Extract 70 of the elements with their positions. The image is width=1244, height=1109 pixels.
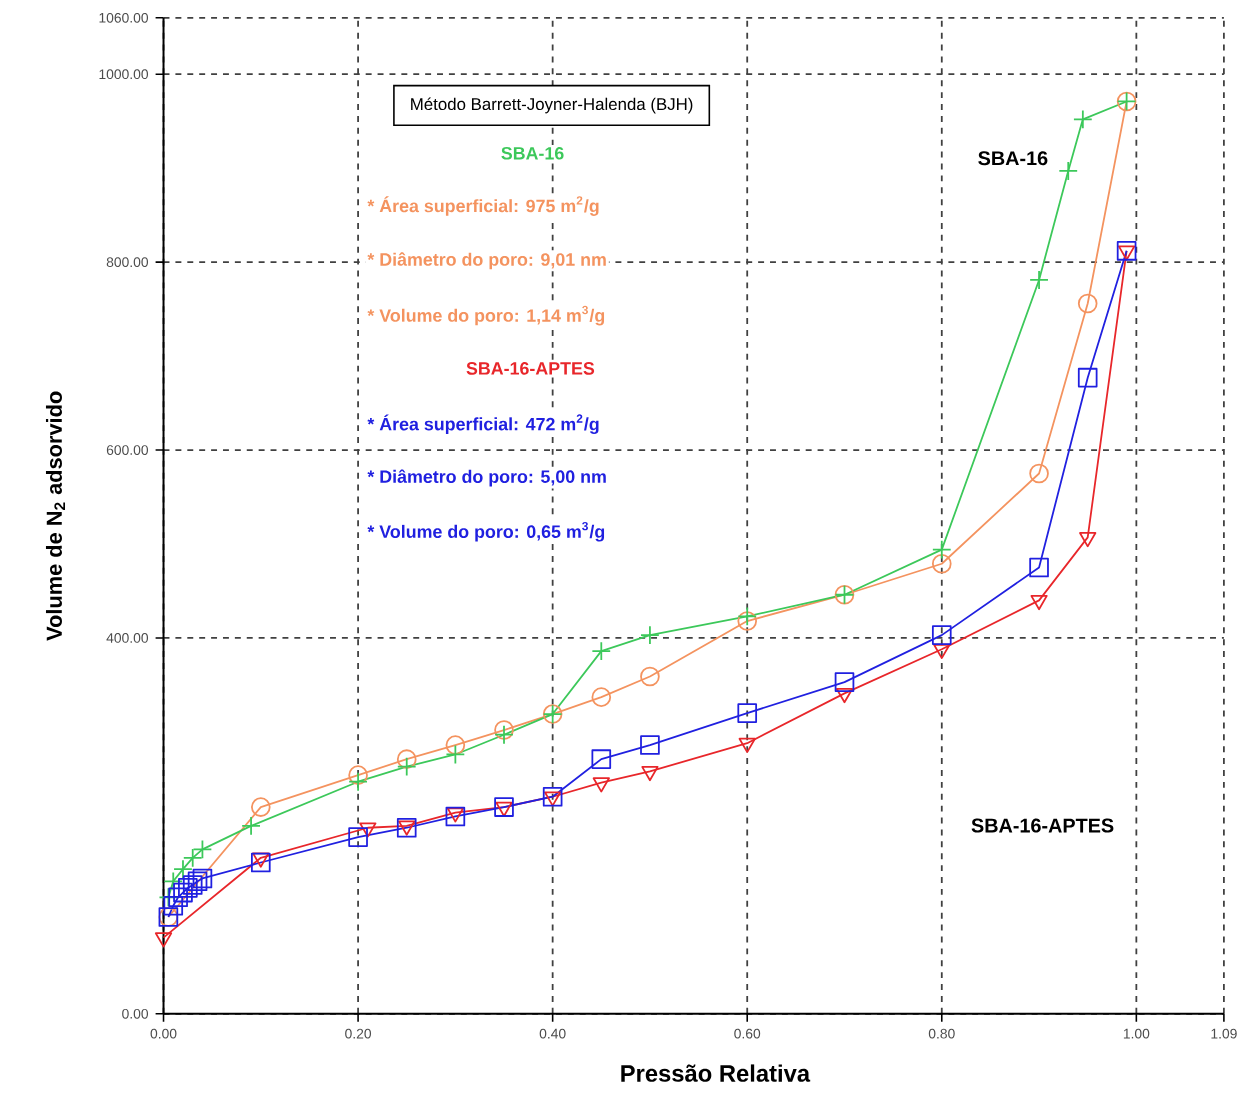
point [494,720,514,740]
x-tick-label: 0.40 [539,1028,566,1039]
point [187,871,208,892]
x-tick-label: 0.80 [928,1028,955,1039]
point [192,868,213,889]
annotation: * Diâmetro do poro: 5,00 nm [367,469,606,487]
y-axis-title: Volume de N$_{2}$ adsorvido [45,391,66,641]
point [1077,293,1098,314]
point [163,871,184,892]
point [396,756,417,777]
annotation: SBA-16 [978,151,1048,166]
y-tick-label: 600.00 [106,445,149,455]
point [396,749,417,769]
x-tick-label: 0.60 [734,1028,761,1039]
point [1058,161,1079,181]
point [251,852,271,873]
annotation: Método Barrett-Joyner-Halenda (BJH) [411,97,693,114]
point [737,606,758,627]
y-tick-label: 0.00 [122,1008,149,1019]
annotation: SBA-16-APTES [971,818,1114,833]
point [182,848,203,868]
point [640,666,660,687]
x-tick-label: 1.09 [1211,1028,1237,1039]
point [542,786,563,807]
point [640,735,660,755]
point [931,625,952,645]
point [494,724,514,745]
point [591,641,612,661]
x-axis-title: Pressão Relativa [621,1064,811,1082]
point [931,553,952,574]
point [168,887,188,908]
point [348,827,368,847]
point [931,539,952,560]
point [348,765,368,785]
point [1029,270,1049,290]
y-tick-label: 400.00 [106,633,149,643]
point [163,895,184,916]
point [591,749,612,769]
point [173,882,193,903]
point [1073,109,1093,130]
point [737,703,758,723]
x-tick-label: 0.20 [345,1028,372,1039]
y-tick-label: 800.00 [106,257,149,268]
point [173,859,193,879]
point [182,875,203,895]
point [1077,367,1098,388]
x-tick-label: 1.00 [1123,1028,1150,1039]
point [1029,463,1049,484]
point [251,797,271,817]
y-tick-label: 1060.00 [99,12,149,23]
point [1029,557,1049,578]
point [640,625,660,645]
point [241,816,261,836]
point [737,611,758,631]
y-tick-label: 1000.00 [99,69,149,80]
point [591,687,612,707]
x-tick-label: 0.00 [150,1028,177,1039]
point [834,672,855,692]
point [445,744,466,765]
point [348,771,368,792]
annotation: * Área superficial: 975 m$^{2}$/g [367,196,599,216]
annotation: SBA-16 [501,146,564,160]
annotation: * Diâmetro do poro: 9,01 nm [367,252,606,270]
annotation: * Área superficial: 472 m$^{2}$/g [367,414,599,435]
annotation: * Volume do poro: 1,14 m$^{3}$/g [367,305,605,326]
point [445,735,466,755]
annotation: * Volume do poro: 0,65 m$^{3}$/g [367,521,605,542]
point [178,878,198,898]
point [192,839,213,860]
annotation: SBA-16-APTES [466,362,595,375]
